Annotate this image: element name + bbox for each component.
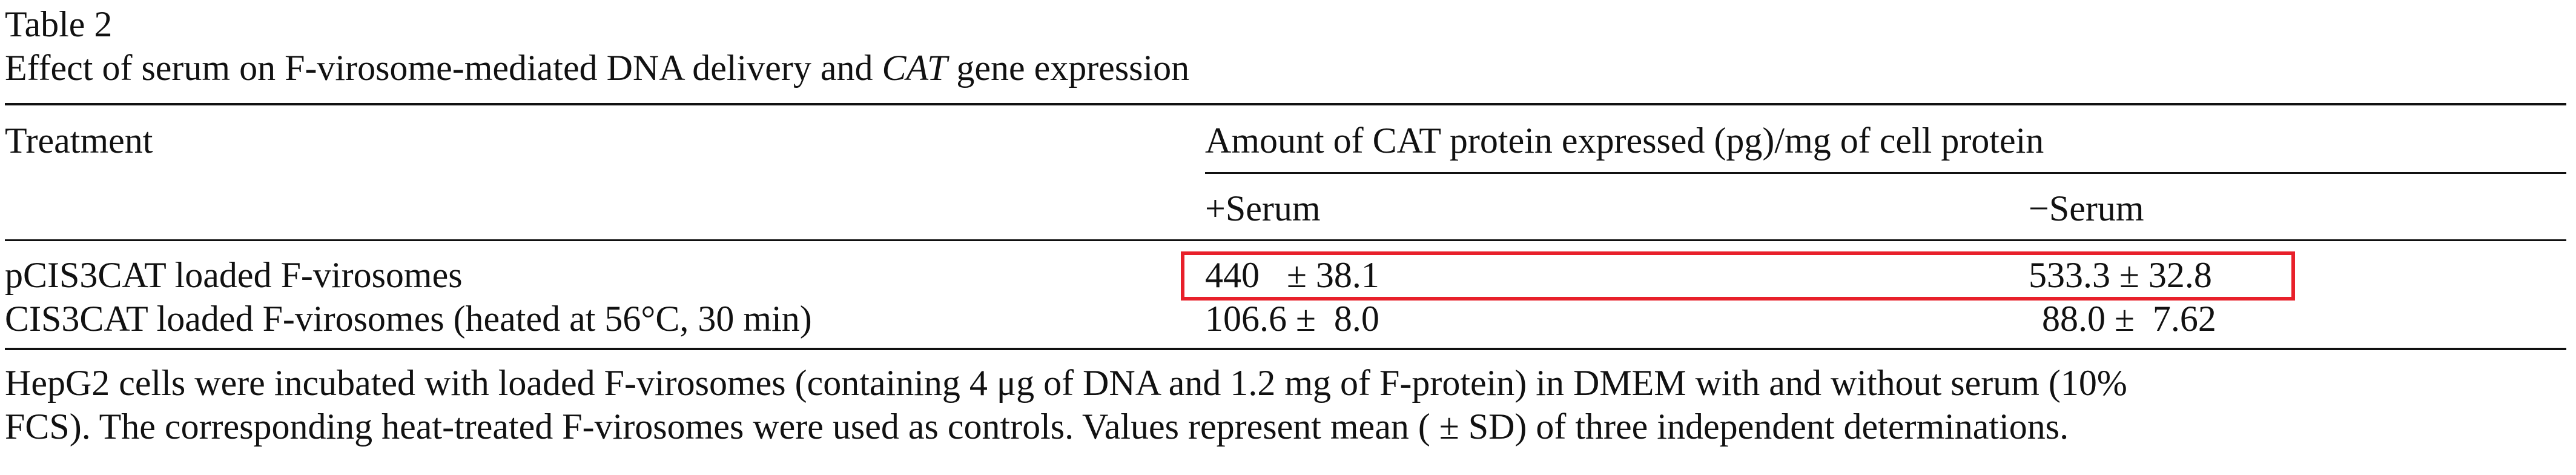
table-title-italic: CAT: [882, 48, 948, 88]
table-title: Effect of serum on F-virosome-mediated D…: [5, 50, 1189, 86]
highlight-box: [1181, 251, 2295, 301]
header-bottom-rule: [5, 239, 2566, 241]
row1-plus-serum: 440 ± 38.1: [1205, 255, 1379, 295]
table-bottom-rule: [5, 348, 2566, 350]
row1-minus-serum: 533.3 ± 32.8: [2029, 255, 2212, 295]
footnote-line2: FCS). The corresponding heat-treated F-v…: [5, 407, 2069, 447]
table-title-part2: gene expression: [947, 48, 1190, 88]
header-subrule: [1205, 172, 2566, 174]
footnote-line1: HepG2 cells were incubated with loaded F…: [5, 363, 2127, 403]
table-title-part1: Effect of serum on F-virosome-mediated D…: [5, 48, 882, 88]
top-rule: [5, 103, 2566, 105]
row2-minus-serum: 88.0 ± 7.62: [2042, 299, 2216, 339]
row2-treatment: CIS3CAT loaded F-virosomes (heated at 56…: [5, 299, 812, 339]
table-label: Table 2: [5, 4, 113, 44]
header-minus-serum: −Serum: [2029, 188, 2144, 228]
row2-plus-serum: 106.6 ± 8.0: [1205, 299, 1379, 339]
header-treatment: Treatment: [5, 121, 153, 161]
header-amount: Amount of CAT protein expressed (pg)/mg …: [1205, 121, 2044, 161]
row1-treatment: pCIS3CAT loaded F-virosomes: [5, 255, 463, 295]
header-plus-serum: +Serum: [1205, 188, 1321, 228]
